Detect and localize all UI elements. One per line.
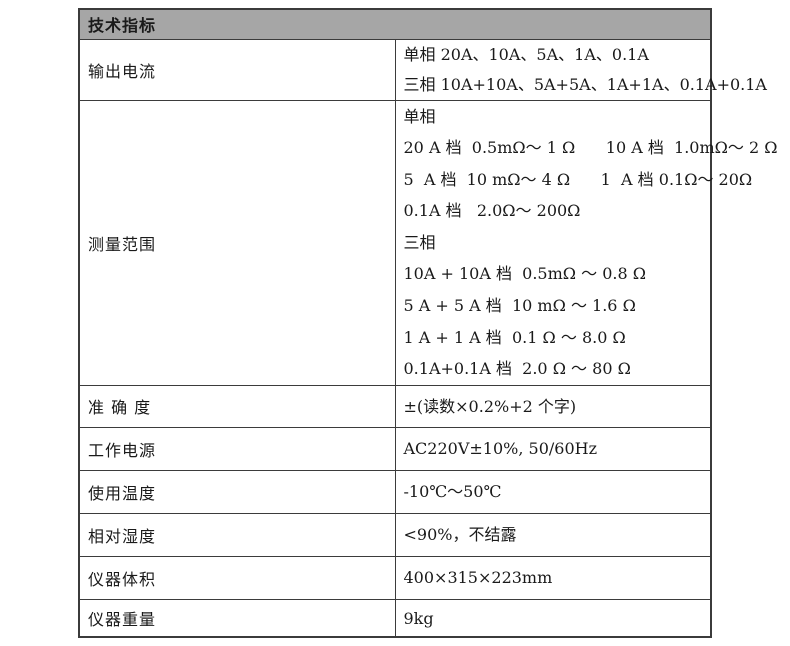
value-line: 10A + 10A 档 0.5mΩ ～ 0.8 Ω [403,264,647,284]
row-value: 单相 20A、10A、5A、1A、0.1A 三相 10A+10A、5A+5A、1… [394,38,767,101]
table-row-accuracy: 准 确 度 ±(读数×0.2%+2 个字) [78,384,712,428]
row-value: AC220V±10%, 50/60Hz [394,426,712,471]
table-header-row: 技术指标 [78,8,712,40]
spec-table: 技术指标 输出电流 单相 20A、10A、5A、1A、0.1A 三相 10A+1… [78,8,778,639]
row-label: 仪器体积 [78,555,396,600]
row-value: 单相 20 A 档 0.5mΩ～ 1 Ω 10 A 档 1.0mΩ～ 2 Ω 5… [394,99,778,386]
row-label: 准 确 度 [78,384,396,428]
value-line: 5 A 档 10 mΩ～ 4 Ω 1 A 档 0.1Ω～ 20Ω [403,169,753,189]
table-row-power-supply: 工作电源 AC220V±10%, 50/60Hz [78,426,712,471]
value-line: 9kg [403,608,434,628]
value-line: 单相 20A、10A、5A、1A、0.1A [403,44,649,64]
value-line: 5 A + 5 A 档 10 mΩ ～ 1.6 Ω [403,296,636,316]
row-value: ±(读数×0.2%+2 个字) [394,384,712,428]
row-label: 使用温度 [78,469,396,514]
row-label: 测量范围 [78,99,396,386]
value-line: 0.1A+0.1A 档 2.0 Ω ～ 80 Ω [403,359,631,379]
row-label: 相对湿度 [78,512,396,557]
value-line: -10℃～50℃ [403,482,502,502]
value-line: 三相 10A+10A、5A+5A、1A+1A、0.1A+0.1A [403,74,767,94]
row-value: -10℃～50℃ [394,469,712,514]
value-line: AC220V±10%, 50/60Hz [403,439,598,459]
value-line: 0.1A 档 2.0Ω～ 200Ω [403,201,581,221]
table-row-measure-range: 测量范围 单相 20 A 档 0.5mΩ～ 1 Ω 10 A 档 1.0mΩ～ … [78,99,778,386]
table-row-relative-humidity: 相对湿度 <90%，不结露 [78,512,712,557]
value-line: <90%，不结露 [403,525,517,545]
row-label: 工作电源 [78,426,396,471]
value-line: 三相 [403,232,436,252]
table-row-output-current: 输出电流 单相 20A、10A、5A、1A、0.1A 三相 10A+10A、5A… [78,38,767,101]
row-value: 9kg [394,598,712,638]
value-line: 1 A + 1 A 档 0.1 Ω ～ 8.0 Ω [403,327,626,347]
row-value: 400×315×223mm [394,555,712,600]
table-row-instrument-weight: 仪器重量 9kg [78,598,712,638]
row-label: 仪器重量 [78,598,396,638]
value-line: ±(读数×0.2%+2 个字) [403,396,577,416]
table-title: 技术指标 [78,8,712,40]
row-value: <90%，不结露 [394,512,712,557]
value-line: 单相 [403,106,436,126]
table-row-instrument-volume: 仪器体积 400×315×223mm [78,555,712,600]
table-row-operating-temperature: 使用温度 -10℃～50℃ [78,469,712,514]
value-line: 20 A 档 0.5mΩ～ 1 Ω 10 A 档 1.0mΩ～ 2 Ω [403,138,778,158]
value-line: 400×315×223mm [403,568,553,588]
row-label: 输出电流 [78,38,396,101]
